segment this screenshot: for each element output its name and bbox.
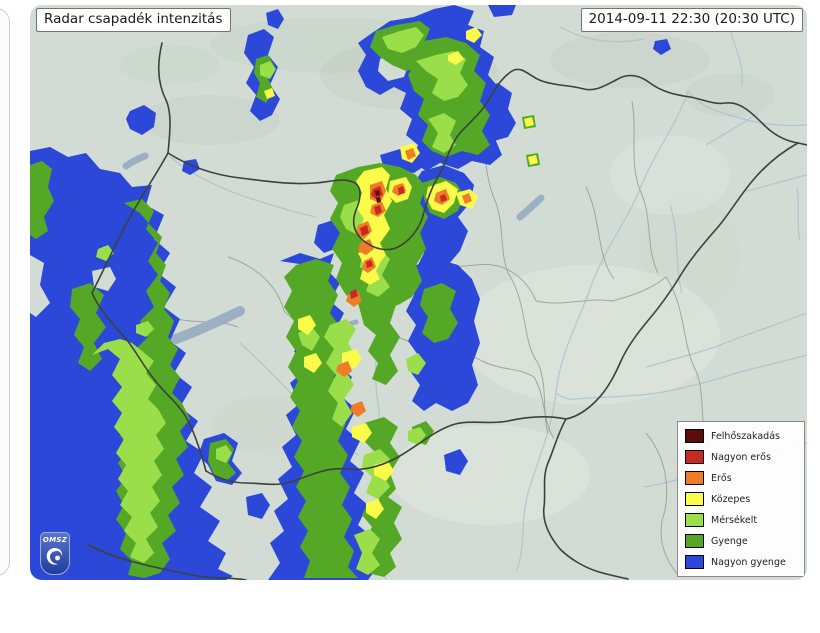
legend-swatch	[685, 555, 704, 569]
legend-item: Közepes	[685, 492, 798, 506]
legend-label: Nagyon gyenge	[711, 556, 786, 568]
legend-swatch	[685, 429, 704, 443]
legend-item: Mérsékelt	[685, 513, 798, 527]
legend-swatch	[685, 450, 704, 464]
legend-item: Gyenge	[685, 534, 798, 548]
legend-item: Felhőszakadás	[685, 429, 798, 443]
legend-swatch	[685, 471, 704, 485]
legend-item: Erős	[685, 471, 798, 485]
legend-swatch	[685, 534, 704, 548]
map-timestamp: 2014-09-11 22:30 (20:30 UTC)	[580, 8, 803, 32]
map-title: Radar csapadék intenzitás	[36, 8, 231, 32]
legend-label: Gyenge	[711, 535, 748, 547]
omsz-logo-text: OMSZ	[42, 536, 68, 544]
legend-label: Nagyon erős	[711, 451, 771, 463]
lake-tisza	[516, 194, 545, 221]
adjacent-card-edge	[0, 8, 10, 576]
lake-balaton	[171, 306, 245, 344]
legend-swatch	[685, 513, 704, 527]
country-borders	[87, 42, 807, 580]
legend-swatch	[685, 492, 704, 506]
legend-label: Közepes	[711, 493, 751, 505]
legend-item: Nagyon gyenge	[685, 555, 798, 569]
legend-label: Felhőszakadás	[711, 430, 780, 442]
legend: Felhőszakadás Nagyon erős Erős Közepes M…	[677, 421, 805, 577]
omsz-logo: OMSZ	[40, 532, 70, 575]
lake-ferto	[122, 152, 149, 170]
radar-map: Radar csapadék intenzitás 2014-09-11 22:…	[30, 5, 807, 580]
radar-layer-felhoszakadas	[375, 190, 381, 203]
legend-label: Erős	[711, 472, 732, 484]
radar-map-image	[30, 5, 807, 580]
legend-item: Nagyon erős	[685, 450, 798, 464]
omsz-wave-icon	[46, 548, 63, 565]
legend-label: Mérsékelt	[711, 514, 758, 526]
